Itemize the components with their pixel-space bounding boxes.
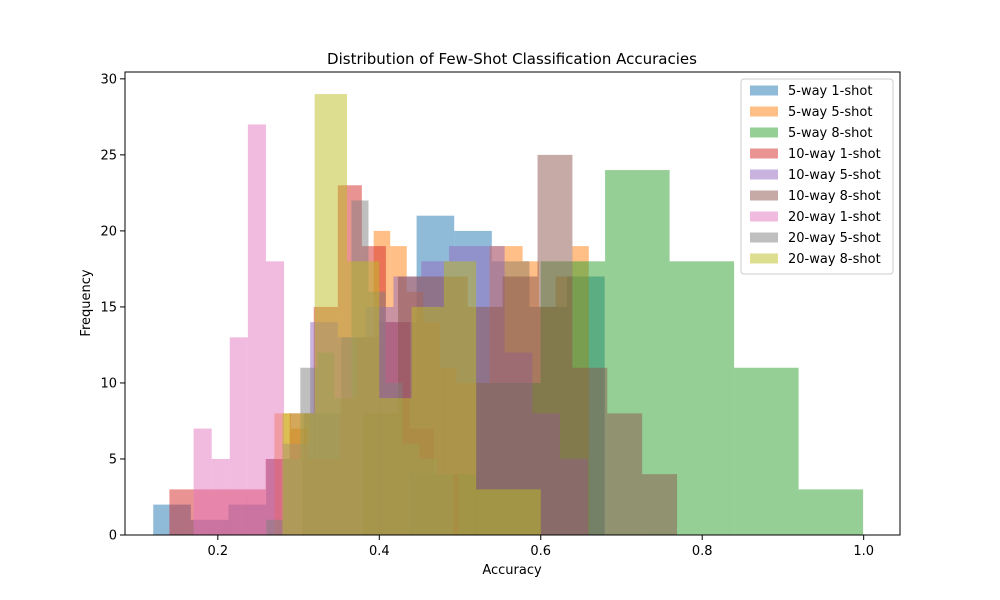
legend-label: 10-way 1-shot <box>788 147 881 162</box>
histogram-bar <box>443 261 477 535</box>
x-axis-label: Accuracy <box>482 563 542 578</box>
histogram-bar <box>282 413 315 535</box>
legend-label: 20-way 8-shot <box>788 252 881 267</box>
legend-swatch <box>750 211 778 222</box>
histogram-bar <box>411 306 444 535</box>
x-tick-label: 0.8 <box>692 544 713 559</box>
x-tick-label: 0.2 <box>207 544 228 559</box>
y-axis: 0 5 10 15 20 25 30 <box>100 72 125 544</box>
y-tick-label: 30 <box>100 72 117 87</box>
histogram-bar <box>314 94 348 536</box>
series-7 <box>193 124 303 535</box>
histogram-bar <box>266 519 284 535</box>
legend-swatch <box>750 127 778 138</box>
legend-swatch <box>750 148 778 159</box>
axes-frame <box>124 71 901 536</box>
y-tick-label: 15 <box>100 300 117 315</box>
legend-label: 20-way 1-shot <box>788 210 881 225</box>
histogram-bar <box>798 489 864 535</box>
legend-label: 20-way 5-shot <box>788 231 881 246</box>
y-tick-label: 20 <box>100 224 117 239</box>
histogram-bar <box>211 458 230 535</box>
legend-swatch <box>750 253 778 264</box>
histogram-bar <box>734 367 799 535</box>
legend-label: 10-way 8-shot <box>788 189 881 204</box>
plot-area <box>124 71 901 536</box>
histogram-bar <box>229 337 248 535</box>
x-tick-label: 0.4 <box>369 544 390 559</box>
legend-swatch <box>750 106 778 117</box>
y-tick-label: 5 <box>109 452 117 467</box>
legend-label: 5-way 5-shot <box>788 105 872 120</box>
legend-label: 5-way 1-shot <box>788 84 872 99</box>
series-9 <box>282 94 541 536</box>
legend-swatch <box>750 85 778 96</box>
legend-label: 5-way 8-shot <box>788 126 872 141</box>
histogram-bar <box>508 489 541 535</box>
x-axis: 0.2 0.4 0.6 0.8 1.0 <box>207 535 874 559</box>
legend-swatch <box>750 169 778 180</box>
y-tick-label: 10 <box>100 376 117 391</box>
histogram-bar <box>347 261 380 535</box>
histogram-bar <box>607 413 643 535</box>
histogram-bar <box>169 489 194 535</box>
chart-title: Distribution of Few-Shot Classification … <box>327 50 697 68</box>
legend-swatch <box>750 190 778 201</box>
x-tick-label: 0.6 <box>530 544 551 559</box>
histogram-bar <box>642 474 678 535</box>
y-axis-label: Frequency <box>79 269 94 336</box>
histogram-bar <box>193 428 212 535</box>
histogram-bar <box>537 154 573 535</box>
legend-swatch <box>750 232 778 243</box>
histogram-bar <box>265 261 285 535</box>
histogram-bar <box>247 124 266 535</box>
legend-frame <box>740 78 894 275</box>
y-tick-label: 0 <box>109 529 117 544</box>
histogram-bar <box>572 367 608 535</box>
histogram-bar <box>476 489 509 535</box>
legend: 5-way 1-shot 5-way 5-shot 5-way 8-shot 10-w… <box>740 78 894 275</box>
legend-label: 10-way 5-shot <box>788 168 881 183</box>
y-tick-label: 25 <box>100 148 117 163</box>
x-tick-label: 1.0 <box>853 544 874 559</box>
histogram-bar <box>379 398 412 535</box>
histogram-bar <box>669 261 735 535</box>
histogram-bars <box>153 94 864 536</box>
